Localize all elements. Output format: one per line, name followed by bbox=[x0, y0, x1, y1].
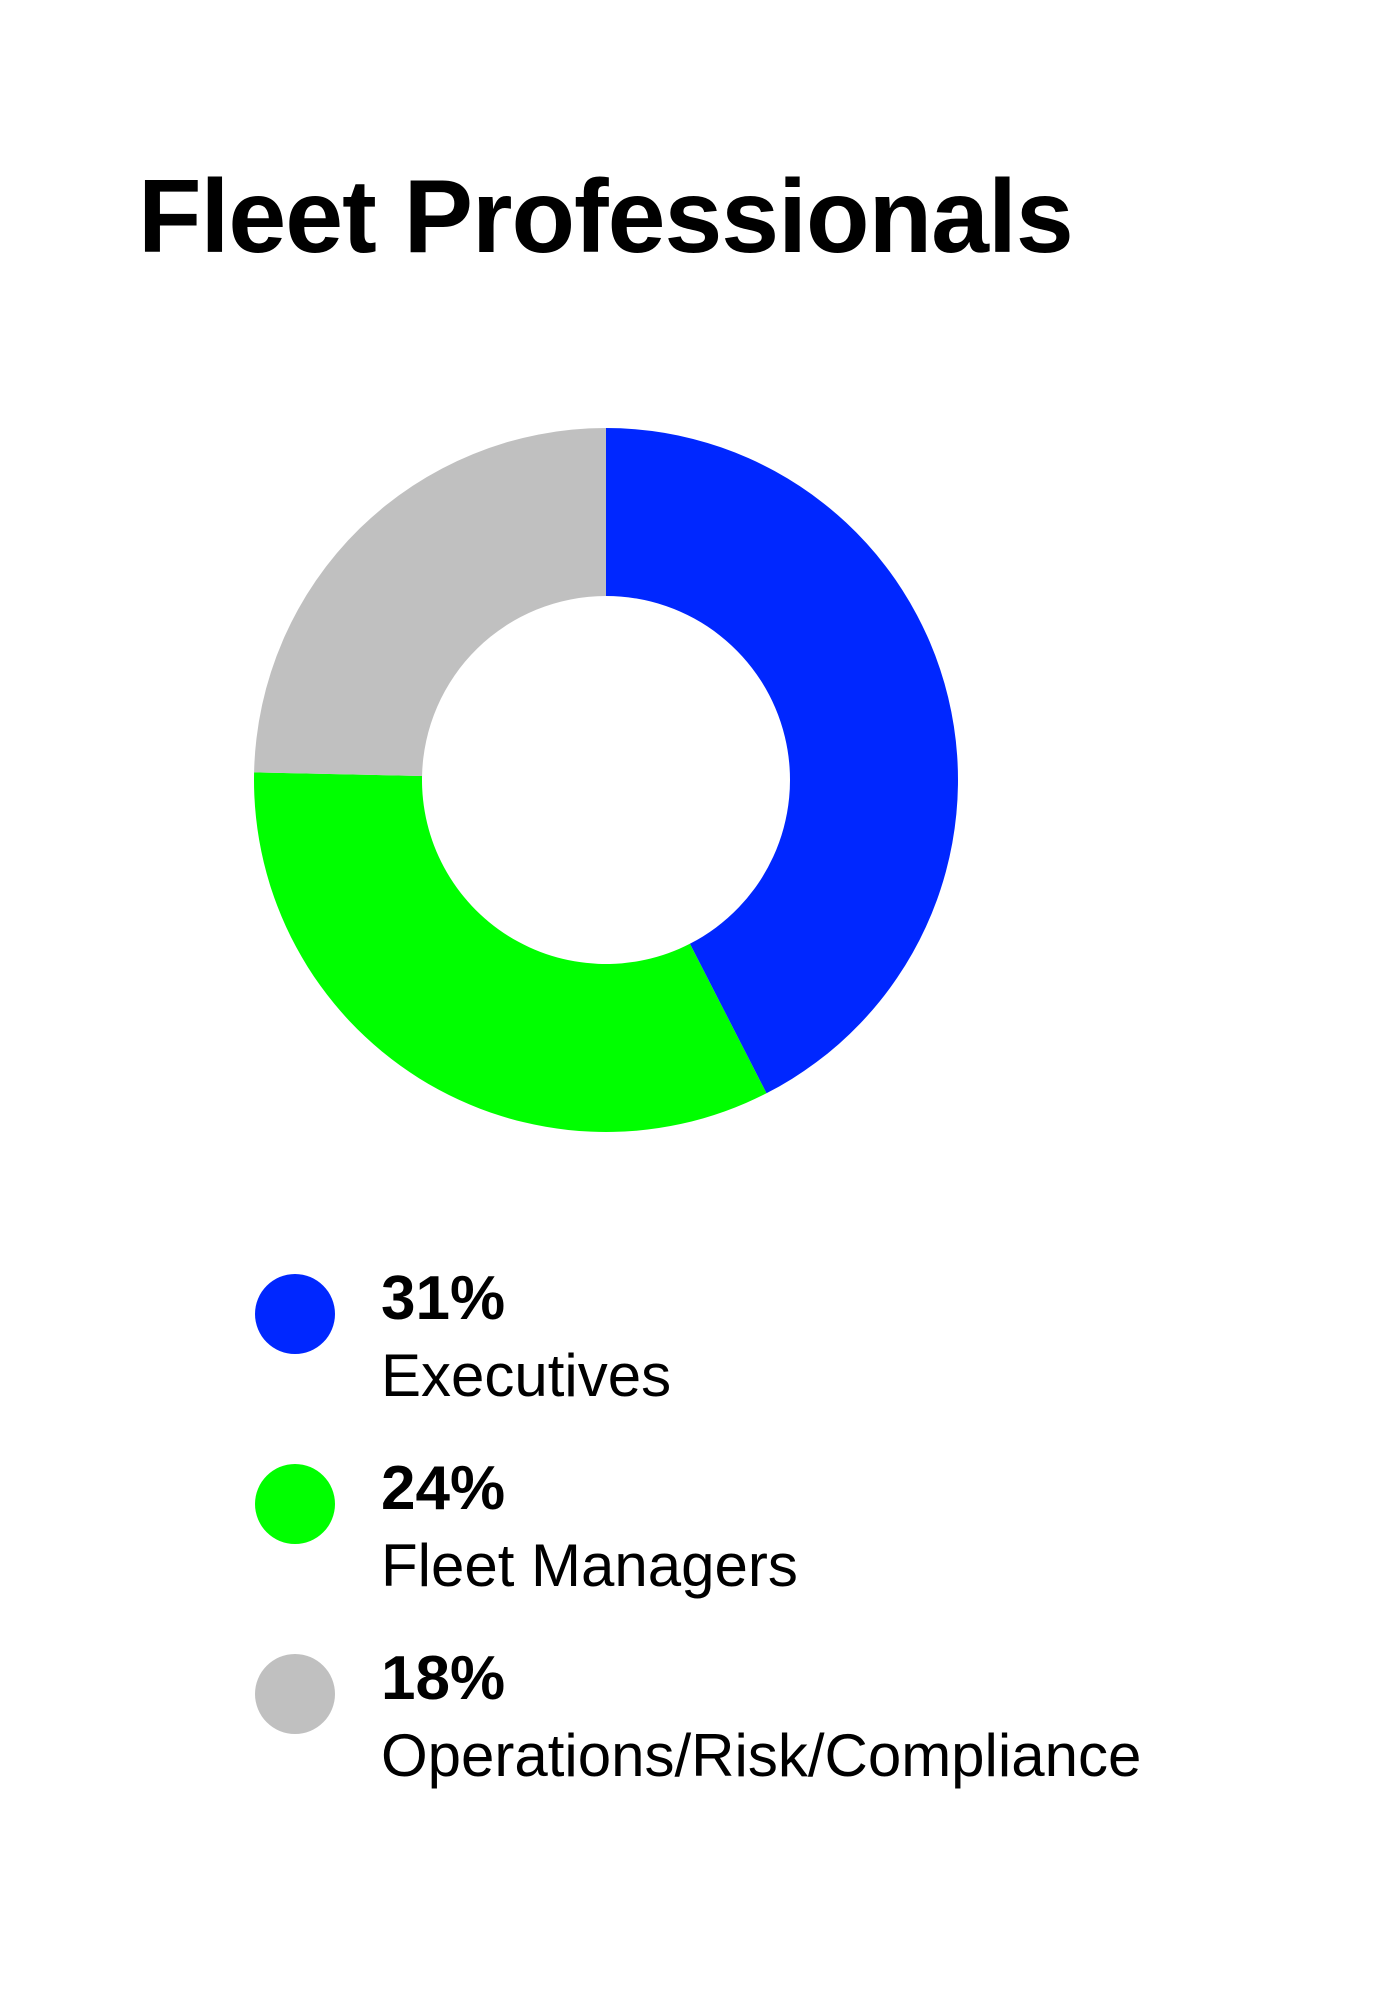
legend-percent: 24% bbox=[381, 1454, 506, 1523]
legend-swatch-icon bbox=[255, 1464, 335, 1544]
donut-slice-operations-risk-compliance bbox=[254, 428, 606, 777]
legend-percent: 31% bbox=[381, 1264, 506, 1333]
donut-slice-fleet-managers bbox=[253, 772, 767, 1132]
legend-label: Executives bbox=[381, 1342, 672, 1409]
donut-chart bbox=[253, 428, 959, 1132]
chart-legend: 31% Executives 24% Fleet Managers 18% Operati… bbox=[255, 1260, 1141, 1794]
legend-swatch-icon bbox=[255, 1654, 335, 1734]
legend-swatch-icon bbox=[255, 1274, 335, 1354]
legend-percent: 18% bbox=[381, 1644, 506, 1713]
legend-item-operations-risk-compliance: 18% Operations/Risk/Compliance bbox=[255, 1640, 1141, 1794]
legend-label: Operations/Risk/Compliance bbox=[381, 1722, 1142, 1789]
chart-title: Fleet Professionals bbox=[138, 159, 1074, 275]
donut-slice-executives bbox=[606, 428, 959, 1094]
legend-item-executives: 31% Executives bbox=[255, 1260, 1141, 1450]
legend-label: Fleet Managers bbox=[381, 1532, 798, 1599]
legend-item-fleet-managers: 24% Fleet Managers bbox=[255, 1450, 1141, 1640]
